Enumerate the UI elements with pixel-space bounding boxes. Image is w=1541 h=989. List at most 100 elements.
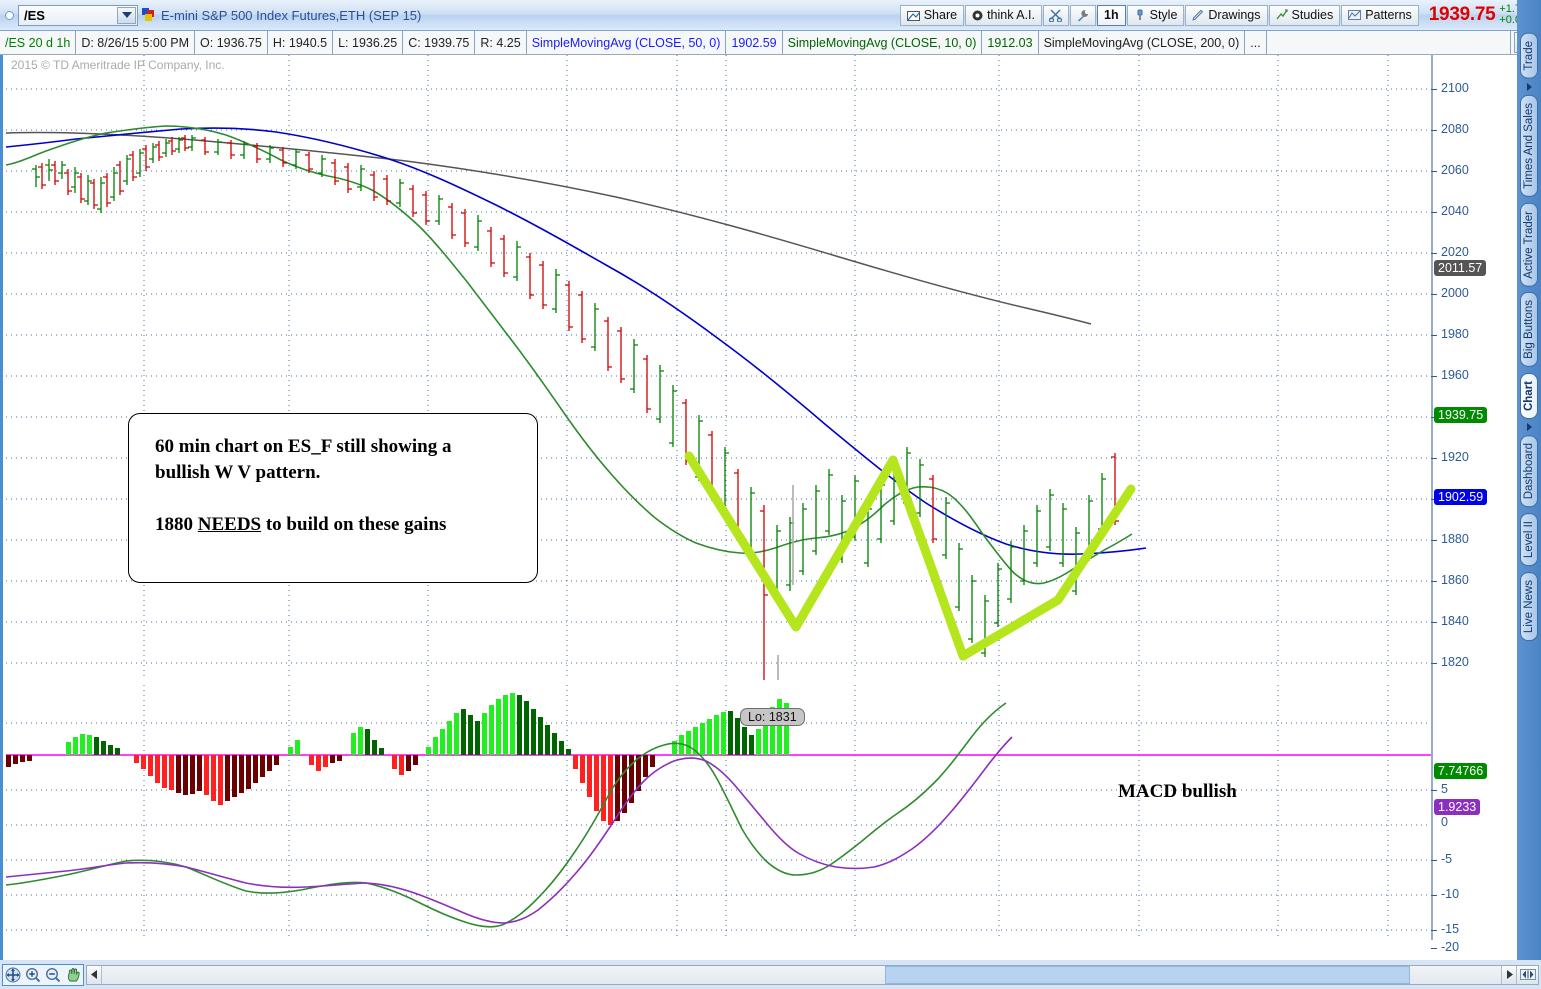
pattern-overlay-line bbox=[684, 451, 1136, 661]
price-tick-2060: 2060 bbox=[1441, 163, 1469, 177]
macd-tick-0: 0 bbox=[1441, 815, 1448, 829]
sma10-value: 1912.03 bbox=[982, 31, 1039, 54]
chevron-right-icon-1 bbox=[1526, 82, 1532, 91]
macd-line bbox=[5, 702, 1007, 928]
price-tick-1840: 1840 bbox=[1441, 614, 1469, 628]
chart-annotation-note[interactable]: 60 min chart on ES_F still showing a bul… bbox=[128, 413, 538, 583]
instrument-description: E-mini S&P 500 Index Futures,ETH (SEP 15… bbox=[161, 7, 422, 23]
macd-chart-svg bbox=[5, 685, 1431, 940]
sidebar-item-active-trader[interactable]: Active Trader bbox=[1520, 202, 1538, 287]
think-ai-label: think A.I. bbox=[987, 8, 1036, 22]
sma200-price-badge: 2011.57 bbox=[1434, 260, 1487, 276]
scrollbar-thumb[interactable] bbox=[885, 965, 1411, 984]
sma50-value: 1902.59 bbox=[726, 31, 783, 54]
macd-signal-line bbox=[5, 736, 1013, 924]
sidebar-item-level-ii[interactable]: Level II bbox=[1520, 513, 1538, 567]
bar-open: O: 1936.75 bbox=[195, 31, 268, 54]
note-line-2: bullish W V pattern. bbox=[155, 462, 321, 483]
scissors-icon bbox=[1049, 9, 1063, 22]
drawings-button[interactable]: Drawings bbox=[1185, 4, 1268, 26]
settings-wrench-button[interactable] bbox=[1070, 4, 1097, 26]
price-axis-rule bbox=[1431, 55, 1433, 940]
macd-histogram bbox=[6, 693, 789, 825]
sma50-label[interactable]: SimpleMovingAvg (CLOSE, 50, 0) bbox=[527, 31, 727, 54]
zoom-out-icon[interactable] bbox=[43, 965, 63, 985]
chart-area[interactable]: 2015 © TD Ameritrade IP Company, Inc. bbox=[0, 55, 1517, 989]
note-line-1: 60 min chart on ES_F still showing a bbox=[155, 436, 452, 457]
pan-icon[interactable] bbox=[3, 965, 23, 985]
share-icon bbox=[906, 10, 920, 21]
symbol-value: /ES bbox=[24, 7, 45, 23]
low-callout: Lo: 1831 bbox=[740, 708, 805, 726]
sma200-label[interactable]: SimpleMovingAvg (CLOSE, 200, 0) bbox=[1039, 31, 1246, 54]
price-axis[interactable]: 2100 2080 2060 2040 2020 2000 1980 1960 … bbox=[1431, 55, 1517, 940]
ohlc-bars bbox=[32, 135, 1119, 715]
chart-horizontal-scrollbar[interactable] bbox=[86, 964, 1539, 985]
macd-tick-5: 5 bbox=[1441, 782, 1448, 796]
style-button[interactable]: Style bbox=[1126, 4, 1185, 26]
sma50-line bbox=[5, 127, 1147, 555]
share-button[interactable]: Share bbox=[899, 4, 965, 26]
macd-tick-neg20: -20 bbox=[1441, 940, 1460, 954]
zoom-in-icon[interactable] bbox=[23, 965, 43, 985]
bar-range: R: 4.25 bbox=[475, 31, 527, 54]
sidebar-item-dashboard[interactable]: Dashboard bbox=[1520, 435, 1538, 508]
note-line-3-prefix: 1880 bbox=[155, 514, 198, 535]
change-abs: +1.75 bbox=[1499, 3, 1528, 15]
scissors-button[interactable] bbox=[1043, 4, 1070, 26]
macd-tick-neg5: -5 bbox=[1441, 852, 1453, 866]
note-spacer bbox=[155, 488, 511, 514]
timeframe-button[interactable]: 1h bbox=[1097, 4, 1126, 26]
price-tick-1980: 1980 bbox=[1441, 327, 1469, 341]
price-tick-1820: 1820 bbox=[1441, 655, 1469, 669]
macd-annotation[interactable]: MACD bullish bbox=[1118, 781, 1237, 802]
symbol-input[interactable]: /ES bbox=[18, 4, 138, 26]
sma200-line bbox=[5, 131, 1092, 325]
studies-button[interactable]: Studies bbox=[1268, 4, 1341, 26]
scroll-right-icon[interactable] bbox=[1501, 965, 1516, 984]
sidebar-item-times-and-sales[interactable]: Times And Sales bbox=[1520, 94, 1538, 197]
note-line-3-suffix: to build on these gains bbox=[261, 514, 447, 535]
sma10-label[interactable]: SimpleMovingAvg (CLOSE, 10, 0) bbox=[783, 31, 983, 54]
right-sidebar: Trade Times And Sales Active Trader Big … bbox=[1517, 0, 1541, 960]
patterns-button[interactable]: Patterns bbox=[1341, 4, 1419, 26]
symbol-period: /ES 20 d 1h bbox=[0, 31, 77, 54]
patterns-icon bbox=[1348, 10, 1362, 20]
price-plot[interactable] bbox=[5, 55, 1431, 715]
style-label: Style bbox=[1149, 8, 1178, 22]
sidebar-item-big-buttons[interactable]: Big Buttons bbox=[1520, 292, 1538, 368]
sidebar-item-live-news[interactable]: Live News bbox=[1520, 572, 1538, 642]
note-line-3: 1880 NEEDS to build on these gains bbox=[155, 514, 511, 536]
price-tick-2020: 2020 bbox=[1441, 245, 1469, 259]
share-label: Share bbox=[923, 8, 958, 22]
price-chart-svg bbox=[5, 55, 1431, 715]
chevron-down-icon[interactable] bbox=[117, 6, 136, 24]
chart-toolbar: Share think A.I. 1h Style Drawings bbox=[899, 3, 1541, 27]
timeframe-label: 1h bbox=[1104, 8, 1119, 22]
macd-value-badge: 7.74766 bbox=[1434, 763, 1488, 779]
macd-tick-neg15: -15 bbox=[1441, 922, 1460, 936]
last-price: 1939.75 bbox=[1428, 4, 1496, 25]
think-ai-button[interactable]: think A.I. bbox=[965, 4, 1043, 26]
info-bar: /ES 20 d 1h D: 8/26/15 5:00 PM O: 1936.7… bbox=[0, 31, 1541, 55]
sidebar-item-trade[interactable]: Trade bbox=[1520, 33, 1538, 79]
layers-icon bbox=[142, 8, 156, 22]
price-tick-2080: 2080 bbox=[1441, 122, 1469, 136]
title-bar: /ES E-mini S&P 500 Index Futures,ETH (SE… bbox=[0, 0, 1541, 31]
link-color-dot[interactable] bbox=[5, 10, 14, 20]
bar-close: C: 1939.75 bbox=[403, 31, 476, 54]
resize-handle-icon[interactable] bbox=[1516, 965, 1538, 984]
patterns-label: Patterns bbox=[1365, 8, 1412, 22]
scroll-left-icon[interactable] bbox=[87, 965, 102, 984]
price-tick-1920: 1920 bbox=[1441, 450, 1469, 464]
hand-icon[interactable] bbox=[63, 965, 83, 985]
wrench-icon bbox=[1078, 9, 1089, 21]
scrollbar-track[interactable] bbox=[102, 965, 1501, 984]
macd-plot[interactable] bbox=[5, 685, 1431, 940]
sidebar-item-chart[interactable]: Chart bbox=[1520, 373, 1538, 420]
more-studies[interactable]: ... bbox=[1245, 31, 1267, 54]
sma10-line bbox=[5, 125, 1133, 585]
chart-nav-buttons bbox=[2, 963, 84, 986]
macd-signal-badge: 1.9233 bbox=[1434, 799, 1481, 815]
